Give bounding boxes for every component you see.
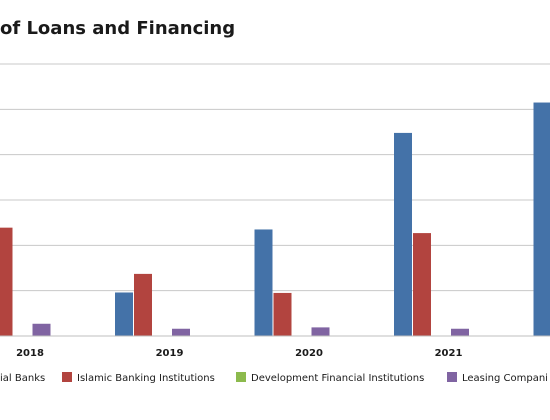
bar-2020-0 — [254, 229, 273, 336]
bar-2021-3 — [451, 328, 469, 336]
legend-swatch-3 — [447, 372, 457, 382]
chart-title: of Loans and Financing — [0, 18, 236, 39]
x-tick-label: 2018 — [16, 348, 44, 359]
bar-2018-3 — [32, 323, 51, 336]
bar-2019-0 — [115, 292, 133, 336]
x-tick-label: 2020 — [295, 348, 323, 359]
bar-2019-3 — [172, 328, 190, 336]
legend-swatch-1 — [62, 372, 72, 382]
x-tick-label: 2019 — [156, 348, 184, 359]
legend-label-2: Development Financial Institutions — [251, 373, 424, 384]
bar-2022-0 — [533, 102, 550, 337]
legend-swatch-2 — [236, 372, 246, 382]
bar-2020-1 — [273, 292, 292, 336]
bar-2020-3 — [311, 327, 330, 336]
legend-label-3: Leasing Compani — [462, 373, 548, 384]
bar-2021-0 — [394, 132, 412, 336]
x-tick-label: 2021 — [435, 348, 463, 359]
bar-2021-1 — [413, 233, 431, 336]
legend-label-0: ial Banks — [0, 373, 45, 384]
legend-label-1: Islamic Banking Institutions — [77, 373, 215, 384]
bar-2019-1 — [134, 273, 152, 336]
bar-2018-1 — [0, 227, 13, 336]
